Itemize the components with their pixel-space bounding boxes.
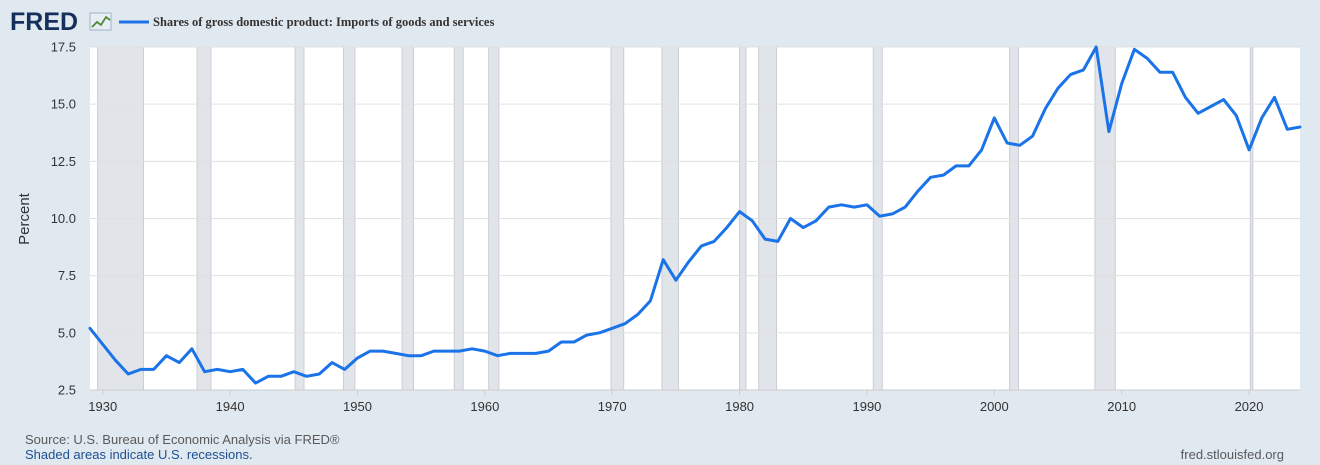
source-note: Source: U.S. Bureau of Economic Analysis… bbox=[25, 432, 340, 447]
fred-logo-text: FRED bbox=[10, 8, 78, 36]
legend-label: Shares of gross domestic product: Import… bbox=[153, 15, 494, 29]
y-tick-label: 5.0 bbox=[58, 325, 76, 340]
x-tick-label: 1970 bbox=[598, 399, 627, 414]
series-layer bbox=[88, 45, 1302, 385]
y-tick-label: 17.5 bbox=[51, 40, 76, 55]
line-chart-icon bbox=[89, 12, 112, 31]
recession-note[interactable]: Shaded areas indicate U.S. recessions. bbox=[25, 447, 253, 462]
x-axis: 1930 1940 1950 1960 1970 1980 1990 2000 2010 2020 bbox=[88, 389, 1300, 414]
y-axis: 2.5 5.0 7.5 10.0 12.5 15.0 17.5 bbox=[51, 40, 76, 398]
y-tick-label: 2.5 bbox=[58, 383, 76, 398]
x-tick-label: 1930 bbox=[88, 399, 117, 414]
legend: Shares of gross domestic product: Import… bbox=[119, 15, 494, 29]
site-url[interactable]: fred.stlouisfed.org bbox=[1180, 447, 1284, 462]
series-line[interactable] bbox=[88, 45, 1302, 385]
y-tick-label: 7.5 bbox=[58, 268, 76, 283]
x-tick-label: 1980 bbox=[725, 399, 754, 414]
x-tick-label: 1950 bbox=[343, 399, 372, 414]
y-tick-label: 12.5 bbox=[51, 154, 76, 169]
x-tick-label: 1960 bbox=[470, 399, 499, 414]
x-tick-label: 2000 bbox=[980, 399, 1009, 414]
y-tick-label: 15.0 bbox=[51, 97, 76, 112]
y-tick-label: 10.0 bbox=[51, 211, 76, 226]
x-tick-label: 2020 bbox=[1235, 399, 1264, 414]
x-tick-label: 2010 bbox=[1107, 399, 1136, 414]
x-tick-label: 1990 bbox=[852, 399, 881, 414]
y-axis-label: Percent bbox=[16, 192, 33, 245]
x-tick-label: 1940 bbox=[216, 399, 245, 414]
fred-logo[interactable]: FRED bbox=[10, 8, 112, 36]
